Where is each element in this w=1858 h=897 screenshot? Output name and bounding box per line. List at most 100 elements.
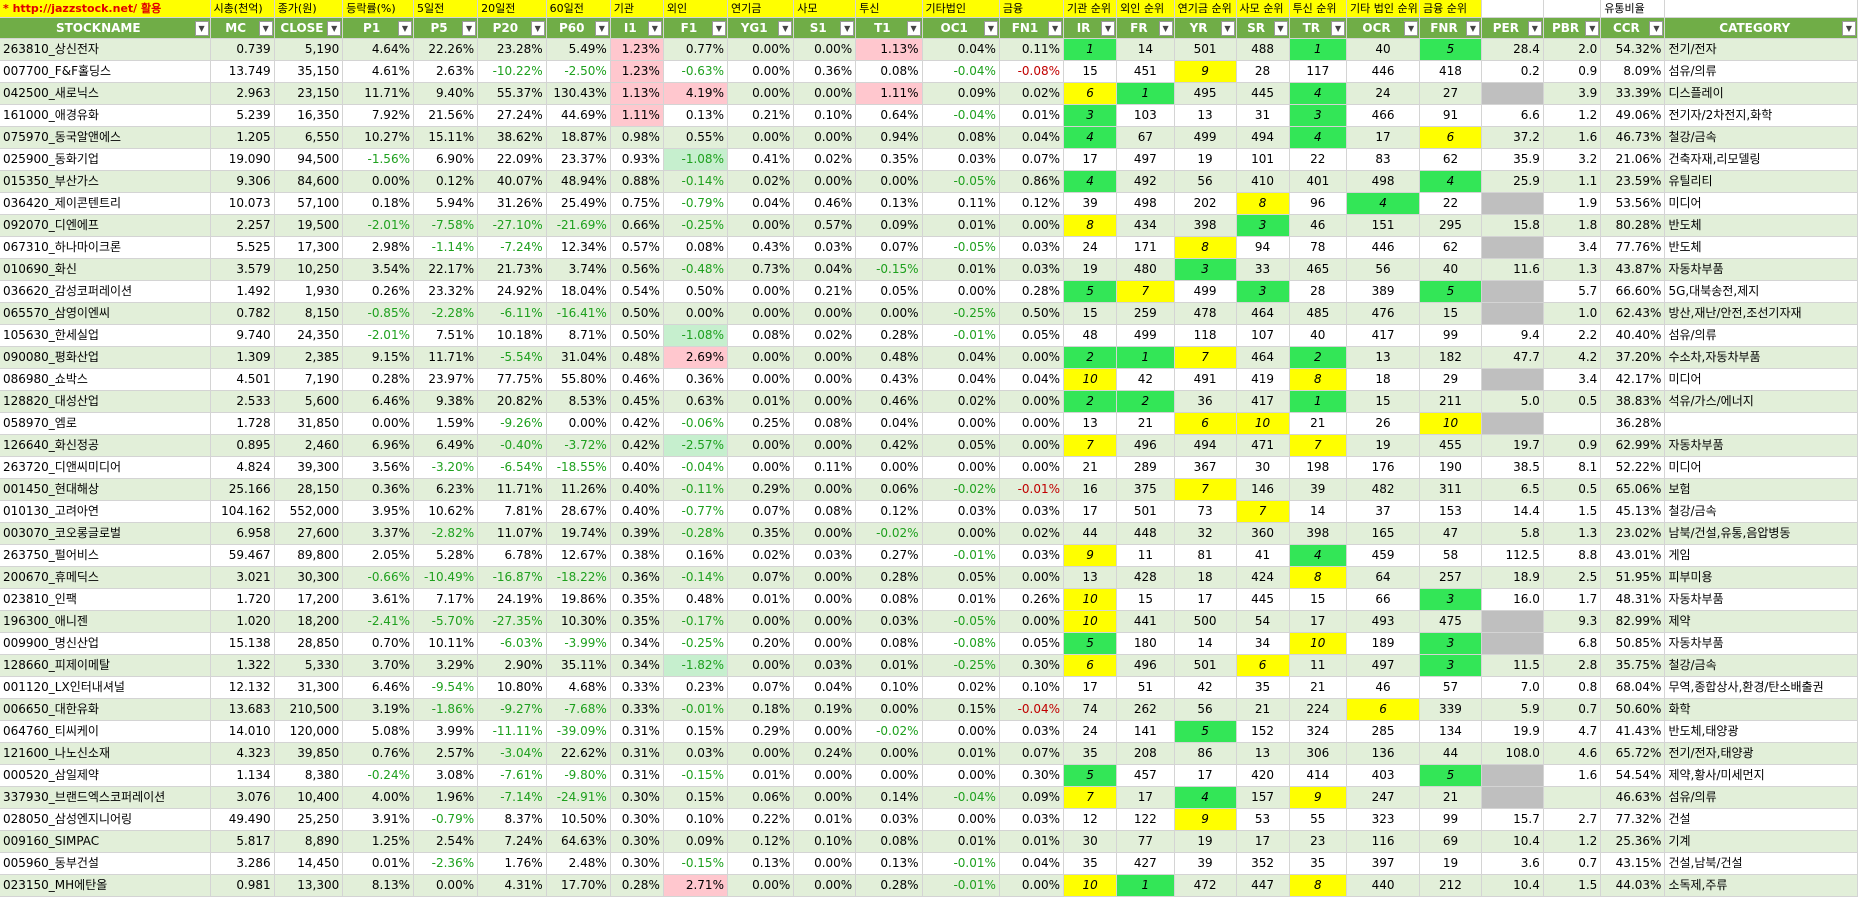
cell-category[interactable]: 자동차부품: [1664, 632, 1858, 655]
cell-p60[interactable]: -3.72%: [546, 434, 611, 457]
cell-close[interactable]: 94,500: [274, 148, 344, 171]
cell-ir[interactable]: 10: [1063, 610, 1118, 633]
cell-t1[interactable]: 0.10%: [855, 676, 923, 699]
cell-f1[interactable]: -0.25%: [663, 632, 728, 655]
cell-mc[interactable]: 2.533: [210, 390, 275, 413]
cell-sr[interactable]: 17: [1236, 830, 1290, 853]
cell-pbr[interactable]: [1543, 412, 1602, 435]
cell-tr[interactable]: 21: [1289, 412, 1348, 435]
cell-sr[interactable]: 157: [1236, 786, 1290, 809]
table-row[interactable]: 000520_삼일제약 1.134 8,380 -0.24% 3.08% -7.61% -9…: [0, 764, 1858, 787]
cell-i1[interactable]: 0.75%: [610, 192, 664, 215]
cell-f1[interactable]: -0.15%: [663, 852, 728, 875]
column-header-stockname[interactable]: STOCKNAME ▼: [0, 17, 211, 39]
cell-pbr[interactable]: 2.0: [1543, 38, 1602, 61]
cell-stockname[interactable]: 023810_인팩: [0, 588, 211, 611]
cell-tr[interactable]: 4: [1289, 126, 1348, 149]
cell-category[interactable]: 석유/가스/에너지: [1664, 390, 1858, 413]
top-header-cell[interactable]: 등락률(%): [342, 0, 414, 18]
cell-yg1[interactable]: 0.00%: [727, 60, 795, 83]
cell-yg1[interactable]: 0.02%: [727, 544, 795, 567]
cell-yg1[interactable]: 0.20%: [727, 632, 795, 655]
cell-p1[interactable]: -0.85%: [342, 302, 414, 325]
cell-close[interactable]: 8,890: [274, 830, 344, 853]
cell-f1[interactable]: -0.15%: [663, 764, 728, 787]
cell-p1[interactable]: 0.00%: [342, 170, 414, 193]
cell-yg1[interactable]: 0.02%: [727, 170, 795, 193]
cell-p1[interactable]: -0.66%: [342, 566, 414, 589]
cell-tr[interactable]: 11: [1289, 654, 1348, 677]
cell-per[interactable]: 5.9: [1481, 698, 1544, 721]
cell-tr[interactable]: 306: [1289, 742, 1348, 765]
cell-pbr[interactable]: 3.4: [1543, 236, 1602, 259]
cell-p5[interactable]: 0.12%: [413, 170, 479, 193]
cell-sr[interactable]: 445: [1236, 588, 1290, 611]
cell-p1[interactable]: 0.70%: [342, 632, 414, 655]
cell-f1[interactable]: -0.48%: [663, 258, 728, 281]
cell-fnr[interactable]: 475: [1419, 610, 1482, 633]
cell-tr[interactable]: 55: [1289, 808, 1348, 831]
cell-category[interactable]: 보험: [1664, 478, 1858, 501]
cell-ocr[interactable]: 4: [1346, 192, 1421, 215]
cell-p1[interactable]: 6.96%: [342, 434, 414, 457]
cell-p60[interactable]: -24.91%: [546, 786, 611, 809]
cell-category[interactable]: 전기/전자: [1664, 38, 1858, 61]
cell-yr[interactable]: 36: [1174, 390, 1237, 413]
cell-ccr[interactable]: 46.73%: [1600, 126, 1666, 149]
cell-f1[interactable]: 0.03%: [663, 742, 728, 765]
cell-yr[interactable]: 500: [1174, 610, 1237, 633]
cell-mc[interactable]: 3.579: [210, 258, 275, 281]
table-row[interactable]: 086980_쇼박스 4.501 7,190 0.28% 23.97% 77.75% 55.…: [0, 368, 1858, 391]
cell-t1[interactable]: 0.07%: [855, 236, 923, 259]
cell-f1[interactable]: -2.57%: [663, 434, 728, 457]
cell-s1[interactable]: 0.36%: [793, 60, 857, 83]
cell-ocr[interactable]: 83: [1346, 148, 1421, 171]
cell-i1[interactable]: 0.40%: [610, 500, 664, 523]
cell-fr[interactable]: 427: [1116, 852, 1175, 875]
cell-p5[interactable]: 2.63%: [413, 60, 479, 83]
dropdown-filter-icon[interactable]: ▼: [1842, 21, 1856, 36]
cell-yr[interactable]: 6: [1174, 412, 1237, 435]
cell-ir[interactable]: 7: [1063, 786, 1118, 809]
cell-oc1[interactable]: 0.11%: [922, 192, 1000, 215]
cell-tr[interactable]: 117: [1289, 60, 1348, 83]
table-row[interactable]: 067310_하나마이크론 5.525 17,300 2.98% -1.14% -7.24…: [0, 236, 1858, 259]
cell-t1[interactable]: -0.15%: [855, 258, 923, 281]
cell-pbr[interactable]: 1.0: [1543, 302, 1602, 325]
table-row[interactable]: 065570_삼영이엔씨 0.782 8,150 -0.85% -2.28% -6.11%…: [0, 302, 1858, 325]
cell-sr[interactable]: 447: [1236, 874, 1290, 897]
dropdown-filter-icon[interactable]: ▼: [258, 21, 273, 36]
cell-sr[interactable]: 13: [1236, 742, 1290, 765]
cell-yg1[interactable]: 0.73%: [727, 258, 795, 281]
cell-fnr[interactable]: 5: [1419, 764, 1482, 787]
cell-p1[interactable]: 7.92%: [342, 104, 414, 127]
cell-t1[interactable]: 0.28%: [855, 874, 923, 897]
cell-close[interactable]: 23,150: [274, 82, 344, 105]
table-row[interactable]: 058970_엠로 1.728 31,850 0.00% 1.59% -9.26% 0.00…: [0, 412, 1858, 435]
column-header-s1[interactable]: S1 ▼: [793, 17, 857, 39]
cell-ccr[interactable]: 54.32%: [1600, 38, 1666, 61]
cell-ir[interactable]: 48: [1063, 324, 1118, 347]
cell-p60[interactable]: 22.62%: [546, 742, 611, 765]
cell-p20[interactable]: 27.24%: [477, 104, 547, 127]
cell-tr[interactable]: 8: [1289, 874, 1348, 897]
cell-yg1[interactable]: 0.01%: [727, 390, 795, 413]
cell-p20[interactable]: 31.26%: [477, 192, 547, 215]
cell-fr[interactable]: 180: [1116, 632, 1175, 655]
cell-tr[interactable]: 198: [1289, 456, 1348, 479]
cell-ocr[interactable]: 247: [1346, 786, 1421, 809]
cell-t1[interactable]: 0.08%: [855, 830, 923, 853]
cell-ocr[interactable]: 497: [1346, 654, 1421, 677]
cell-ocr[interactable]: 56: [1346, 258, 1421, 281]
cell-fn1[interactable]: 0.12%: [999, 192, 1065, 215]
cell-fn1[interactable]: 0.00%: [999, 566, 1065, 589]
cell-f1[interactable]: 0.10%: [663, 808, 728, 831]
cell-yr[interactable]: 202: [1174, 192, 1237, 215]
cell-p20[interactable]: -0.40%: [477, 434, 547, 457]
top-header-cell[interactable]: 60일전: [546, 0, 611, 18]
cell-yr[interactable]: 491: [1174, 368, 1237, 391]
cell-s1[interactable]: 0.21%: [793, 280, 857, 303]
cell-f1[interactable]: -0.79%: [663, 192, 728, 215]
cell-fn1[interactable]: 0.05%: [999, 324, 1065, 347]
cell-s1[interactable]: 0.00%: [793, 434, 857, 457]
